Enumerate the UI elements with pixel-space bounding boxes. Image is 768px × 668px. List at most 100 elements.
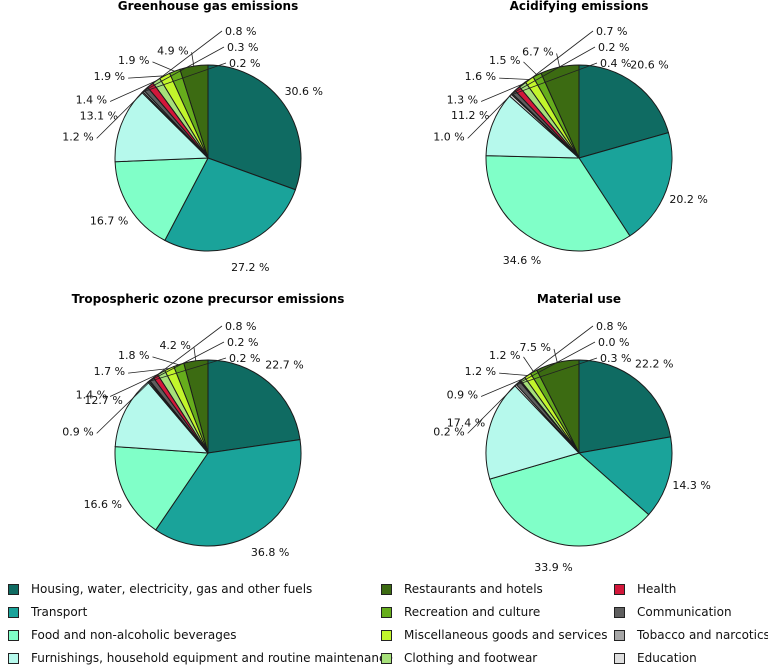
pie-slice	[207, 64, 302, 191]
legend-swatch	[614, 629, 625, 641]
leader-line	[515, 357, 598, 386]
data-label: 1.4 %	[76, 389, 107, 402]
legend-label: Restaurants and hotels	[404, 582, 543, 596]
data-label: 4.2 %	[159, 339, 190, 352]
pie-title: Acidifying emissions	[510, 0, 649, 13]
leader-line	[523, 356, 534, 373]
pie-slice	[207, 359, 301, 454]
legend-swatch	[8, 652, 19, 664]
legend-swatch	[614, 606, 625, 618]
data-label: 33.9 %	[534, 561, 572, 574]
leader-line	[510, 62, 598, 96]
data-label: 27.2 %	[231, 261, 269, 274]
pie-slice	[577, 436, 673, 516]
data-label: 0.4 %	[600, 57, 631, 70]
leader-line	[515, 341, 596, 385]
data-label: 0.9 %	[447, 389, 478, 402]
data-label: 0.2 %	[229, 352, 260, 365]
data-label: 36.8 %	[251, 546, 289, 559]
data-label: 14.3 %	[672, 479, 710, 492]
legend-label: Furnishings, household equipment and rou…	[31, 651, 393, 665]
leader-line	[151, 325, 223, 380]
leader-line	[499, 77, 530, 80]
data-label: 13.1 %	[80, 110, 118, 123]
leader-line	[145, 30, 223, 90]
data-label: 20.6 %	[630, 59, 668, 72]
leader-line	[480, 83, 523, 102]
legend-swatch	[8, 606, 19, 618]
data-label: 22.2 %	[635, 357, 673, 370]
data-label: 16.6 %	[84, 498, 122, 511]
data-label: 0.2 %	[598, 41, 629, 54]
leader-line	[149, 341, 225, 382]
legend-label: Transport	[31, 605, 88, 619]
data-label: 22.7 %	[265, 359, 303, 372]
data-label: 0.2 %	[229, 57, 260, 70]
data-label: 0.2 %	[227, 336, 258, 349]
leader-line	[142, 62, 227, 93]
pie-slice	[489, 452, 650, 547]
legend-label: Clothing and footwear	[404, 651, 538, 665]
legend-item: Communication	[614, 602, 732, 622]
legend-label: Miscellaneous goods and services	[404, 628, 608, 642]
data-label: 7.5 %	[520, 341, 551, 354]
legend: Housing, water, electricity, gas and oth…	[0, 579, 768, 667]
data-label: 16.7 %	[90, 215, 128, 228]
pie-slice	[485, 155, 631, 252]
legend-item: Transport	[8, 602, 87, 622]
pie-slice	[578, 132, 673, 237]
legend-swatch	[381, 606, 392, 618]
pie-chart-2: Acidifying emissions 20.6 % 20.2 % 34.6 % 11…	[433, 0, 708, 267]
pie-slice	[114, 157, 209, 242]
data-label: 0.3 %	[600, 352, 631, 365]
leader-line	[513, 30, 594, 93]
legend-label: Tobacco and narcotics	[637, 628, 768, 642]
leader-line	[152, 356, 179, 366]
leader-line	[480, 378, 523, 397]
pie-slice	[155, 439, 302, 547]
legend-item: Health	[614, 579, 676, 599]
leader-line	[193, 346, 197, 361]
data-label: 0.2 %	[433, 425, 464, 438]
data-label: 1.7 %	[94, 365, 125, 378]
data-label: 12.7 %	[84, 394, 122, 407]
legend-item: Food and non-alcoholic beverages	[8, 625, 237, 645]
leader-line	[511, 46, 596, 95]
data-label: 0.7 %	[596, 25, 627, 38]
data-label: 1.5 %	[489, 54, 520, 67]
legend-item: Tobacco and narcotics	[614, 625, 768, 645]
pie-charts: Greenhouse gas emissions 30.6 % 27.2 % 16.7…	[62, 0, 711, 574]
data-label: 6.7 %	[522, 45, 553, 58]
data-label: 1.2 %	[465, 365, 496, 378]
legend-swatch	[381, 629, 392, 641]
legend-label: Housing, water, electricity, gas and oth…	[31, 582, 313, 596]
pie-slice	[578, 359, 672, 454]
data-label: 30.6 %	[285, 85, 323, 98]
leader-line	[467, 380, 521, 434]
legend-item: Furnishings, household equipment and rou…	[8, 648, 393, 668]
data-label: 1.2 %	[489, 349, 520, 362]
data-label: 1.2 %	[62, 130, 93, 143]
data-label: 0.8 %	[225, 320, 256, 333]
pie-slice	[578, 64, 670, 159]
pie-slice	[114, 91, 210, 163]
leader-line	[109, 372, 162, 397]
legend-swatch	[381, 652, 392, 664]
data-label: 20.2 %	[669, 193, 707, 206]
data-label: 11.2 %	[451, 109, 489, 122]
legend-swatch	[614, 652, 625, 664]
leader-line	[128, 75, 165, 79]
data-label: 34.6 %	[503, 254, 541, 267]
legend-swatch	[8, 583, 19, 595]
legend-item: Miscellaneous goods and services	[381, 625, 608, 645]
pie-slice	[164, 157, 297, 252]
leader-line	[143, 46, 225, 92]
data-label: 1.8 %	[118, 349, 149, 362]
leader-line	[96, 375, 156, 434]
pie-title: Greenhouse gas emissions	[118, 0, 298, 13]
leader-line	[148, 357, 227, 383]
legend-item: Education	[614, 648, 697, 668]
pie-slice	[114, 446, 209, 531]
data-label: 0.8 %	[596, 320, 627, 333]
data-label: 1.6 %	[465, 70, 496, 83]
